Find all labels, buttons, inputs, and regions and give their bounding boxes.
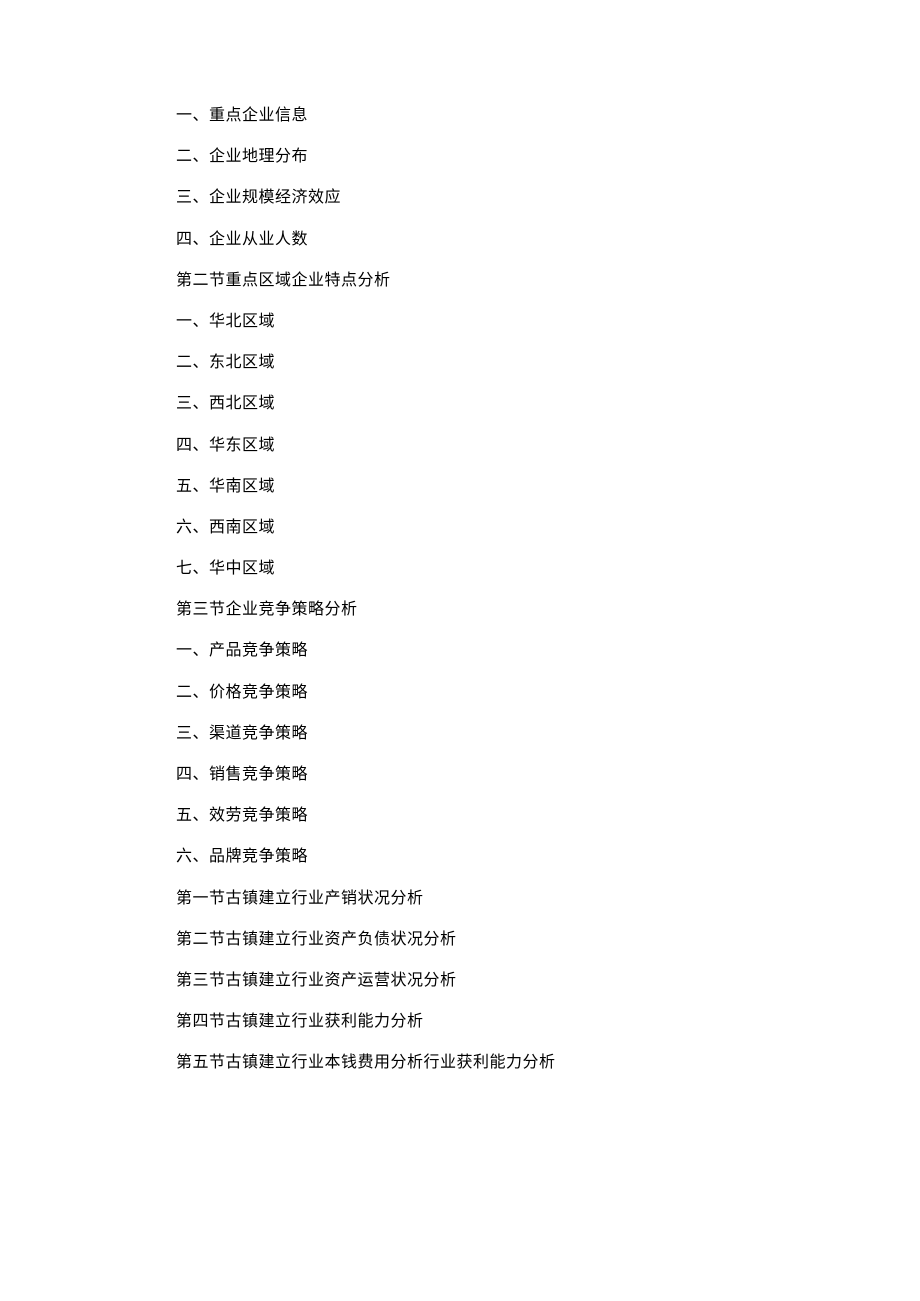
text-line: 第三节古镇建立行业资产运营状况分析 (176, 973, 920, 989)
text-line: 四、销售竞争策略 (176, 767, 920, 783)
text-line: 二、价格竞争策略 (176, 685, 920, 701)
text-line: 二、东北区域 (176, 355, 920, 371)
document-content: 一、重点企业信息 二、企业地理分布 三、企业规模经济效应 四、企业从业人数 第二… (176, 108, 920, 1071)
text-line: 一、华北区域 (176, 314, 920, 330)
text-line: 五、华南区域 (176, 479, 920, 495)
text-line: 三、企业规模经济效应 (176, 190, 920, 206)
text-line: 第二节重点区域企业特点分析 (176, 273, 920, 289)
text-line: 六、品牌竞争策略 (176, 849, 920, 865)
text-line: 五、效劳竞争策略 (176, 808, 920, 824)
text-line: 第三节企业竞争策略分析 (176, 602, 920, 618)
text-line: 三、渠道竞争策略 (176, 726, 920, 742)
text-line: 第一节古镇建立行业产销状况分析 (176, 891, 920, 907)
text-line: 一、产品竞争策略 (176, 643, 920, 659)
text-line: 七、华中区域 (176, 561, 920, 577)
text-line: 第四节古镇建立行业获利能力分析 (176, 1014, 920, 1030)
text-line: 第二节古镇建立行业资产负债状况分析 (176, 932, 920, 948)
text-line: 第五节古镇建立行业本钱费用分析行业获利能力分析 (176, 1055, 920, 1071)
text-line: 一、重点企业信息 (176, 108, 920, 124)
text-line: 四、企业从业人数 (176, 232, 920, 248)
text-line: 六、西南区域 (176, 520, 920, 536)
text-line: 二、企业地理分布 (176, 149, 920, 165)
text-line: 三、西北区域 (176, 396, 920, 412)
text-line: 四、华东区域 (176, 438, 920, 454)
